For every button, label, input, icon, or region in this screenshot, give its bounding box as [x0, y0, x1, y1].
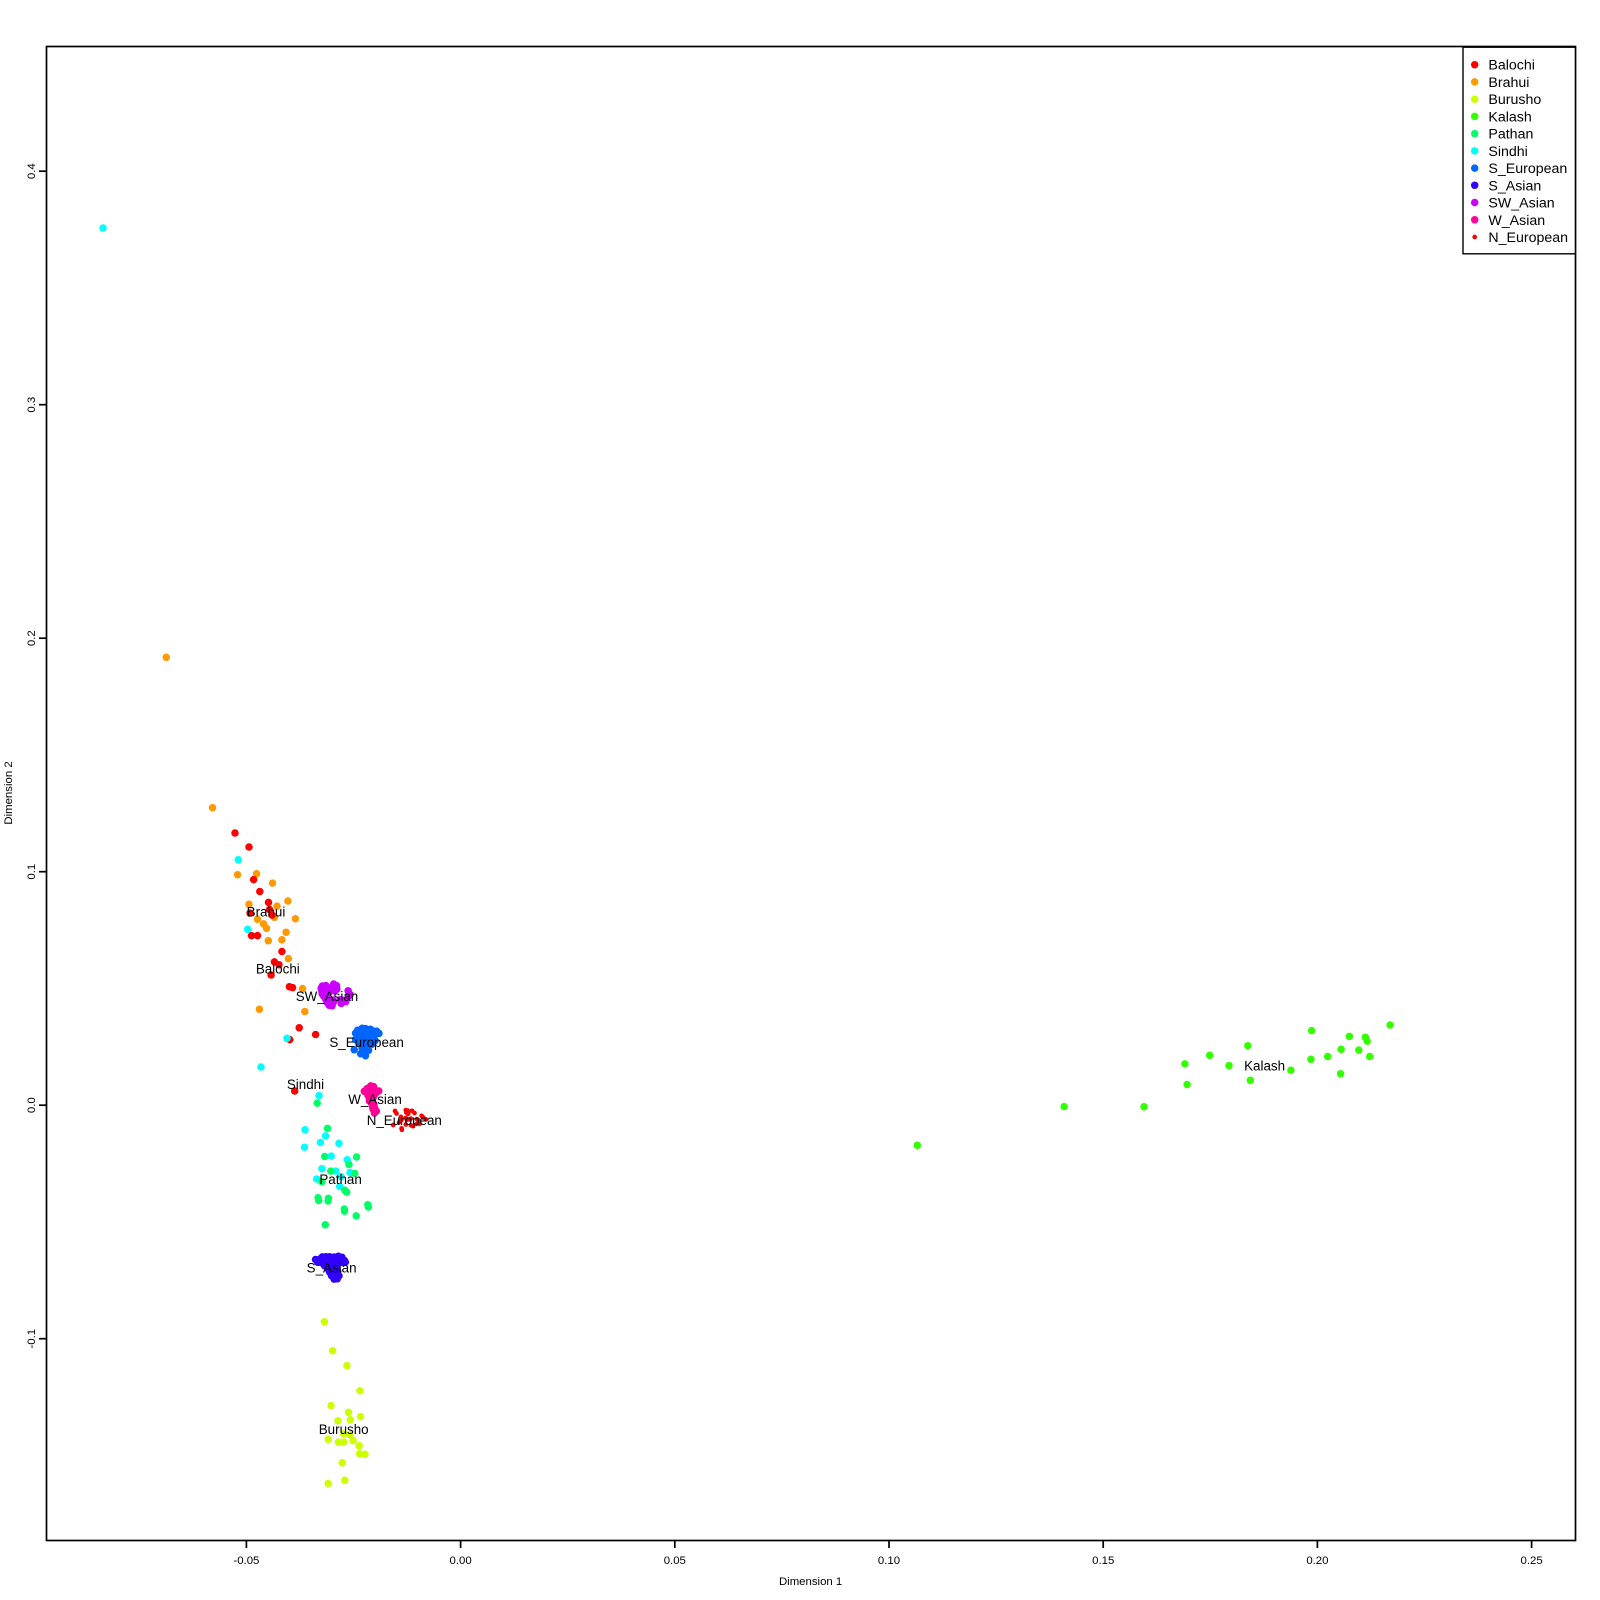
svg-text:0.1: 0.1: [26, 864, 38, 880]
svg-text:W_Asian: W_Asian: [1488, 213, 1545, 229]
svg-text:0.4: 0.4: [26, 163, 38, 179]
svg-text:0.3: 0.3: [26, 397, 38, 413]
svg-text:Kalash: Kalash: [1244, 1058, 1285, 1073]
svg-text:-0.05: -0.05: [233, 1555, 259, 1567]
svg-text:N_European: N_European: [367, 1113, 442, 1128]
svg-text:Pathan: Pathan: [1488, 127, 1533, 143]
svg-text:N_European: N_European: [1488, 230, 1568, 246]
svg-text:0.00: 0.00: [450, 1555, 472, 1567]
svg-text:S_European: S_European: [329, 1035, 403, 1050]
svg-text:0.0: 0.0: [26, 1097, 38, 1113]
svg-text:Balochi: Balochi: [256, 962, 300, 977]
svg-text:Kalash: Kalash: [1488, 109, 1531, 125]
svg-text:-0.1: -0.1: [26, 1329, 38, 1349]
svg-text:S_European: S_European: [1488, 161, 1567, 177]
svg-text:Dimension 2: Dimension 2: [3, 761, 15, 824]
svg-text:0.15: 0.15: [1092, 1555, 1114, 1567]
svg-text:Burusho: Burusho: [1488, 92, 1541, 108]
svg-text:Dimension 1: Dimension 1: [779, 1576, 842, 1588]
svg-text:Sindhi: Sindhi: [287, 1077, 324, 1092]
svg-text:Brahui: Brahui: [1488, 75, 1529, 91]
svg-text:SW_Asian: SW_Asian: [296, 989, 359, 1004]
svg-text:0.10: 0.10: [878, 1555, 900, 1567]
svg-text:Brahui: Brahui: [247, 904, 286, 919]
svg-text:Pathan: Pathan: [319, 1172, 361, 1187]
svg-text:W_Asian: W_Asian: [348, 1092, 402, 1107]
svg-text:Sindhi: Sindhi: [1488, 144, 1527, 160]
svg-text:0.05: 0.05: [664, 1555, 686, 1567]
svg-text:S_Asian: S_Asian: [307, 1261, 357, 1276]
svg-text:Burusho: Burusho: [319, 1422, 369, 1437]
svg-text:0.2: 0.2: [26, 630, 38, 646]
svg-text:0.25: 0.25: [1521, 1555, 1543, 1567]
svg-text:Balochi: Balochi: [1488, 58, 1535, 74]
svg-text:SW_Asian: SW_Asian: [1488, 196, 1554, 212]
svg-text:S_Asian: S_Asian: [1488, 178, 1541, 194]
svg-text:0.20: 0.20: [1306, 1555, 1328, 1567]
